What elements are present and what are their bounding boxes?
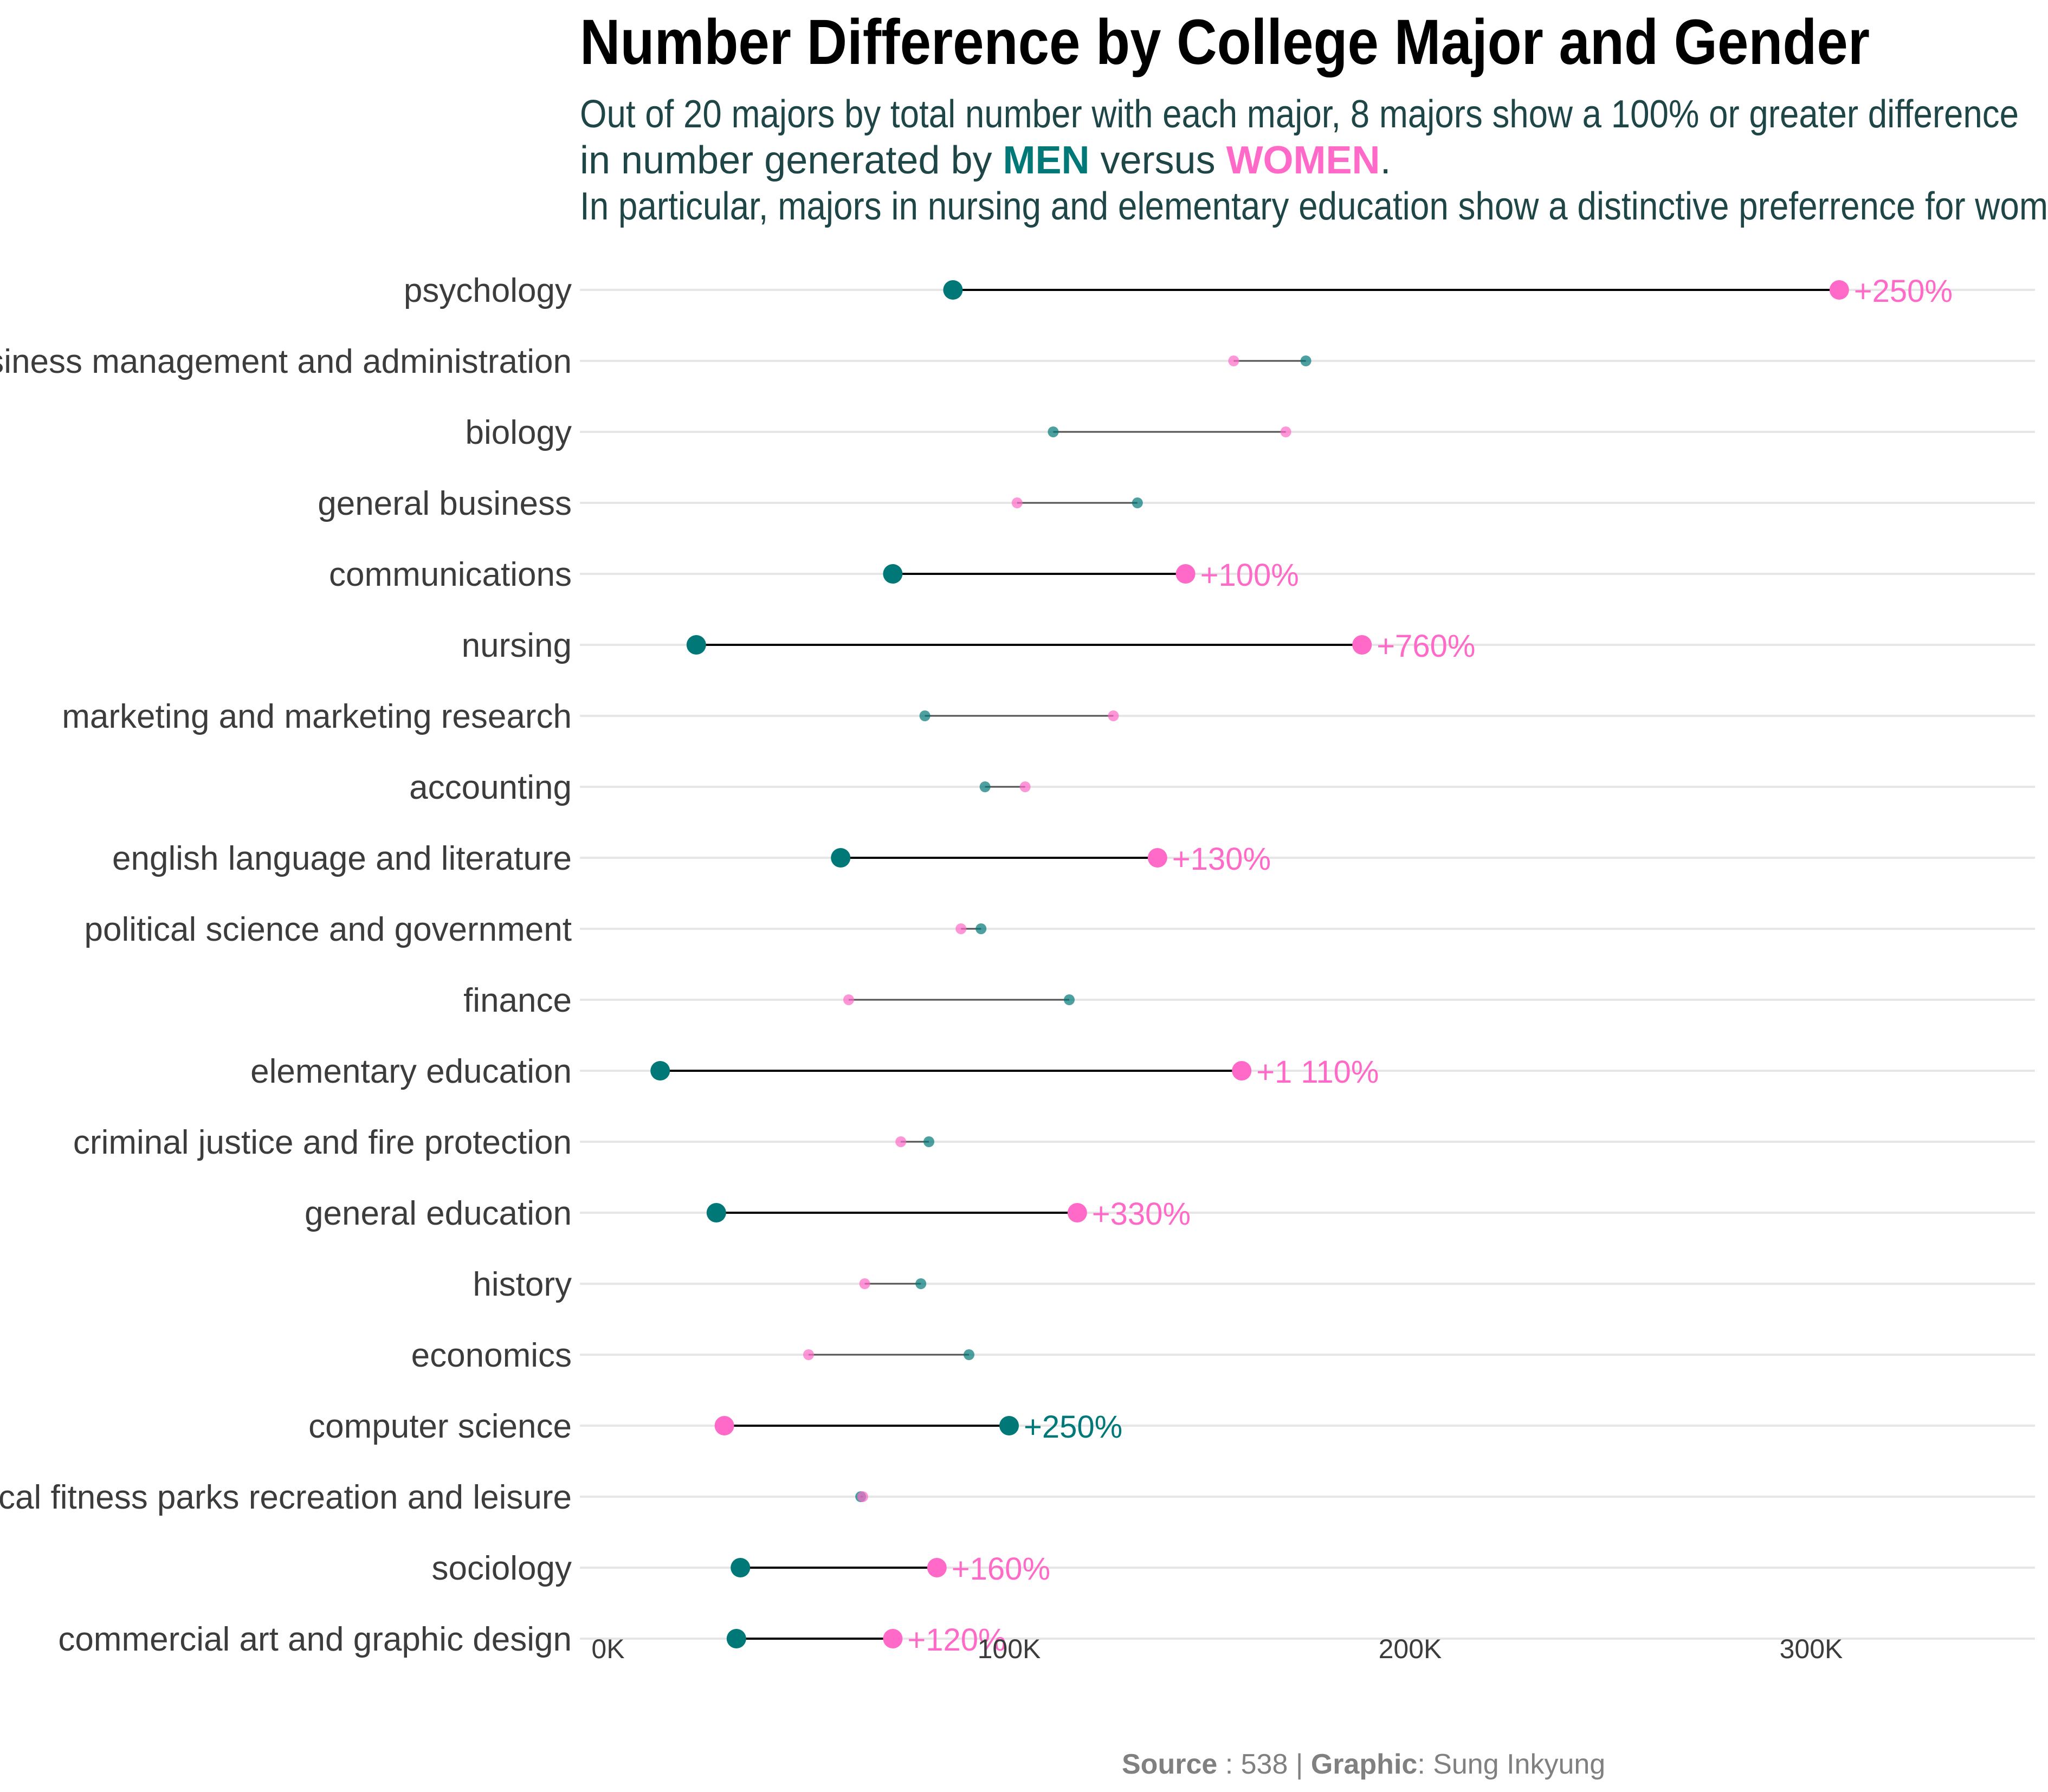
- difference-label: +760%: [1377, 629, 1475, 664]
- women-point: [859, 1278, 870, 1289]
- women-point: [955, 923, 967, 934]
- women-point: [883, 1629, 903, 1648]
- men-point: [686, 635, 706, 655]
- women-point: [1067, 1203, 1087, 1222]
- men-point: [883, 564, 903, 584]
- women-point: [1011, 497, 1023, 508]
- y-axis-label: psychology: [404, 272, 572, 309]
- y-axis-label: commercial art and graphic design: [58, 1621, 572, 1658]
- men-point: [726, 1629, 746, 1648]
- x-tick-label: 200K: [1379, 1634, 1442, 1664]
- women-point: [1352, 635, 1372, 655]
- difference-label: +1 110%: [1256, 1055, 1379, 1090]
- caption-graphic-value: : Sung Inkyung: [1417, 1749, 1605, 1780]
- men-point: [923, 1136, 934, 1147]
- women-point: [803, 1349, 814, 1360]
- y-axis-label: english language and literature: [112, 840, 572, 877]
- y-axis-label: general education: [305, 1195, 572, 1232]
- men-point: [731, 1558, 751, 1577]
- difference-label: +130%: [1172, 842, 1271, 877]
- difference-label: +160%: [952, 1551, 1050, 1587]
- women-point: [1175, 564, 1196, 584]
- women-point: [895, 1136, 907, 1147]
- caption-graphic-label: Graphic: [1311, 1749, 1418, 1780]
- y-axis-label: marketing and marketing research: [62, 698, 572, 735]
- women-point: [1232, 1061, 1252, 1081]
- men-point: [1300, 355, 1312, 366]
- men-point: [975, 923, 987, 934]
- legend-men-label: MEN: [1003, 139, 1090, 182]
- women-point: [843, 994, 854, 1005]
- y-axis-label: business management and administration: [0, 343, 572, 380]
- men-point: [964, 1349, 974, 1360]
- men-point: [1064, 994, 1075, 1005]
- men-point: [999, 1416, 1019, 1435]
- women-point: [1019, 781, 1031, 792]
- y-axis-label: elementary education: [250, 1053, 572, 1090]
- y-axis-label: biology: [466, 414, 572, 451]
- difference-label: +120%: [907, 1622, 1006, 1658]
- x-tick-label: 300K: [1780, 1634, 1843, 1664]
- y-axis-label: nursing: [462, 627, 572, 664]
- women-point: [927, 1558, 947, 1577]
- difference-label: +100%: [1200, 558, 1299, 593]
- men-point: [943, 280, 963, 300]
- men-point: [831, 848, 851, 868]
- women-point: [1147, 848, 1167, 868]
- caption-source-label: Source: [1122, 1749, 1217, 1780]
- y-axis-label: physical fitness parks recreation and le…: [0, 1479, 572, 1516]
- x-axis: 0K 100K 200K 300K: [591, 1634, 1843, 1664]
- difference-label: +250%: [1854, 274, 1953, 309]
- men-point: [1048, 426, 1059, 437]
- y-axis-label: sociology: [432, 1550, 572, 1587]
- legend-women-label: WOMEN: [1226, 139, 1380, 182]
- y-axis-label: criminal justice and fire protection: [73, 1124, 572, 1161]
- chart-caption: Source : 538 | Graphic: Sung Inkyung: [1122, 1749, 1605, 1780]
- chart-subtitle-line-2: in number generated by MEN versus WOMEN.: [580, 139, 1391, 182]
- men-point: [919, 710, 931, 721]
- chart-subtitle-line-3: In particular, majors in nursing and ele…: [580, 185, 2048, 228]
- men-point: [1132, 497, 1143, 508]
- caption-source-value: : 538 |: [1217, 1749, 1311, 1780]
- men-point: [915, 1278, 927, 1289]
- y-axis-label: general business: [318, 485, 572, 522]
- subtitle-line-2-suffix: .: [1380, 139, 1391, 182]
- y-axis-label: accounting: [409, 769, 572, 806]
- plot-area: psychology +250% business management and a…: [0, 272, 1953, 1658]
- y-axis-label: political science and government: [84, 911, 572, 948]
- women-point: [1108, 710, 1119, 721]
- subtitle-line-2-middle: versus: [1090, 139, 1226, 182]
- x-tick-label: 100K: [978, 1634, 1041, 1664]
- women-point: [1829, 280, 1849, 300]
- women-point: [1228, 355, 1239, 366]
- subtitle-line-2-prefix: in number generated by: [580, 139, 1003, 182]
- difference-label: +250%: [1024, 1409, 1122, 1445]
- chart-subtitle-line-1: Out of 20 majors by total number with ea…: [580, 93, 2019, 136]
- y-axis-label: communications: [329, 556, 572, 593]
- x-tick-label: 0K: [591, 1634, 624, 1664]
- men-point: [706, 1203, 726, 1222]
- women-point: [1280, 426, 1291, 437]
- y-axis-label: economics: [411, 1337, 572, 1374]
- men-point: [979, 781, 991, 792]
- women-point: [714, 1416, 734, 1435]
- y-axis-label: finance: [463, 982, 572, 1019]
- y-axis-label: history: [473, 1266, 572, 1303]
- men-point: [650, 1061, 670, 1081]
- y-axis-label: computer science: [308, 1408, 572, 1445]
- chart-title: Number Difference by College Major and G…: [580, 7, 1870, 78]
- difference-label: +330%: [1092, 1196, 1191, 1232]
- women-point: [857, 1491, 868, 1502]
